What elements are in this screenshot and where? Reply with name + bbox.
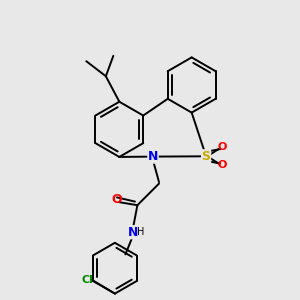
- Text: S: S: [202, 150, 211, 163]
- Text: O: O: [218, 160, 227, 170]
- Text: H: H: [137, 227, 144, 237]
- Text: O: O: [218, 142, 227, 152]
- Text: N: N: [148, 150, 158, 163]
- Text: N: N: [128, 226, 138, 239]
- Text: Cl: Cl: [81, 275, 93, 285]
- Text: O: O: [111, 193, 122, 206]
